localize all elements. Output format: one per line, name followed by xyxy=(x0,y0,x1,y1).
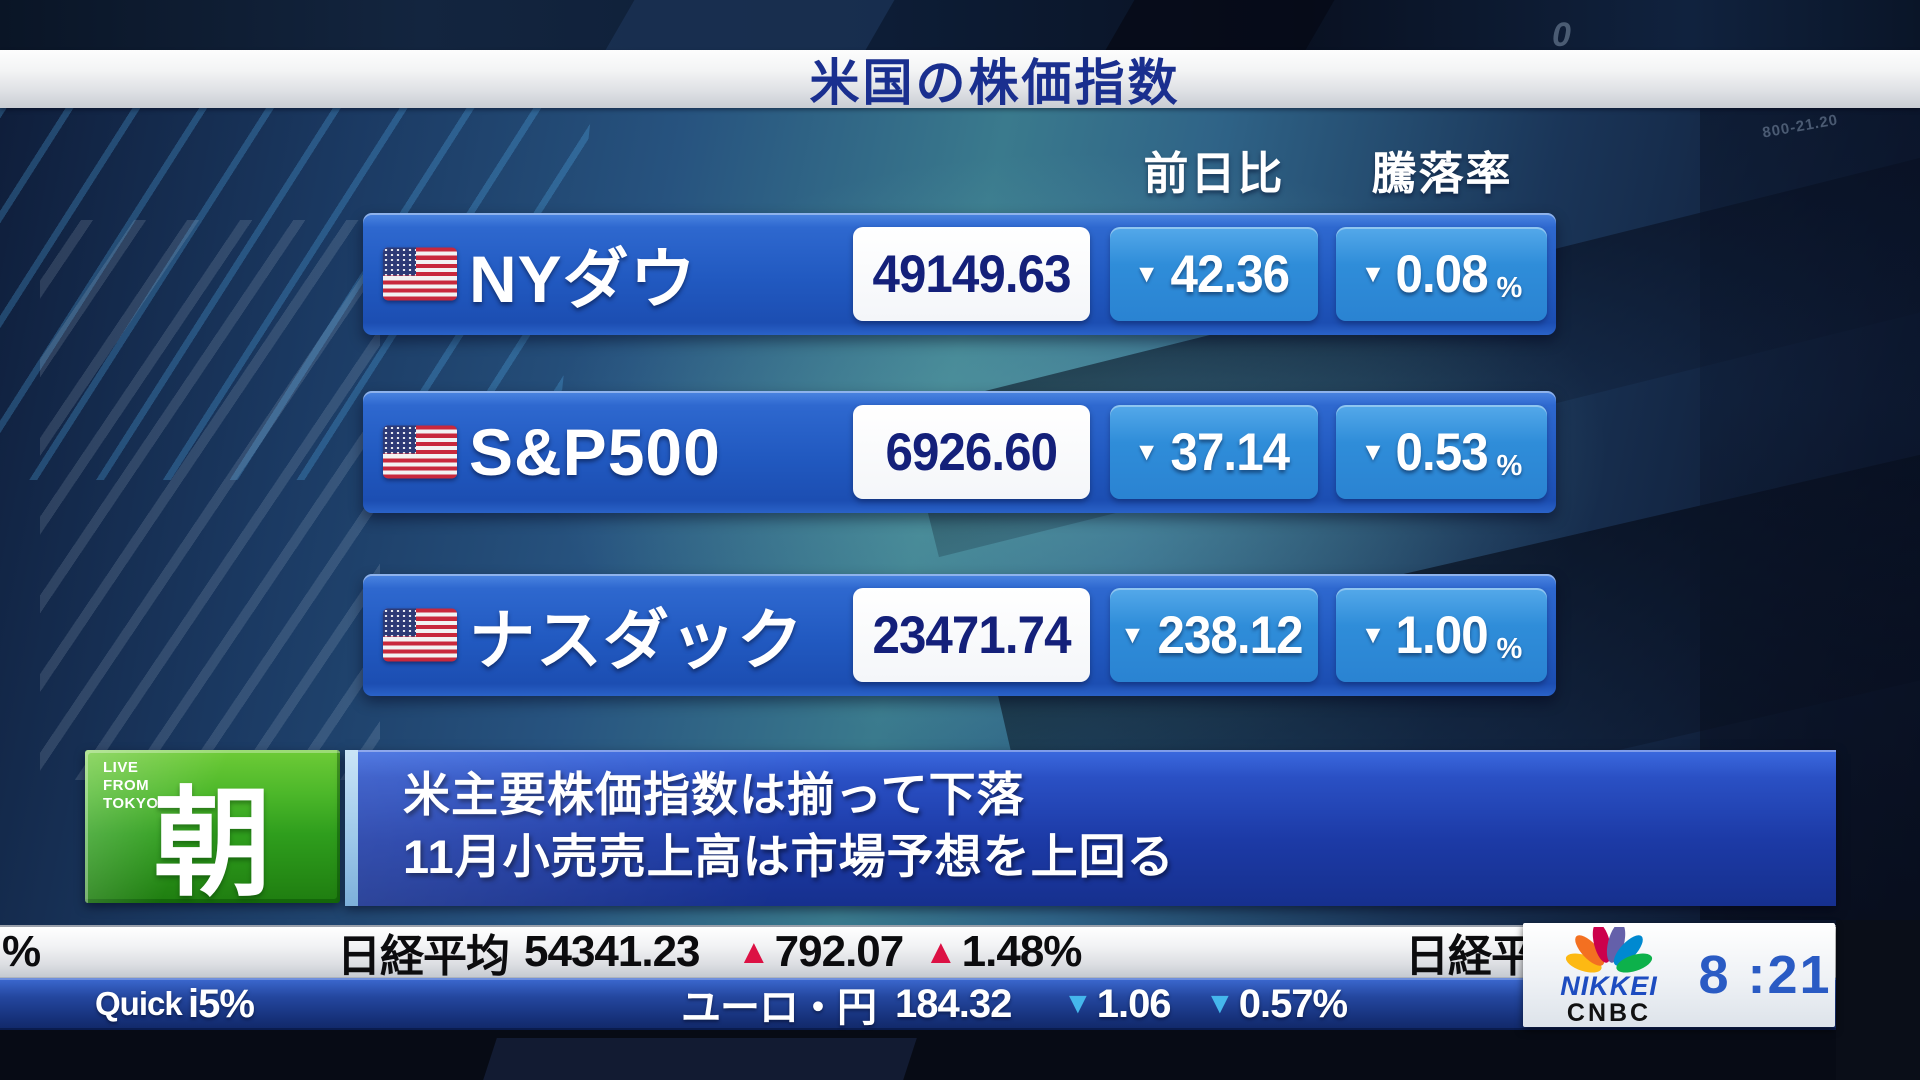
down-triangle-icon: ▼ xyxy=(1360,259,1386,288)
index-value: 6926.60 xyxy=(885,422,1059,482)
nikkei-wordmark: NIKKEI xyxy=(1560,970,1658,1001)
change-cell: ▼ 37.14 xyxy=(1110,405,1318,499)
channel-brand: NIKKEI CNBC xyxy=(1523,925,1695,1026)
top-background-strip xyxy=(0,0,1920,50)
ticker-fragment: i5% xyxy=(188,981,255,1026)
up-triangle-icon: ▲ xyxy=(924,932,958,971)
pct-value: 0.08 xyxy=(1395,244,1489,304)
headline-panel: 米主要株価指数は揃って下落 11月小売売上高は市場予想を上回る xyxy=(345,750,1836,906)
ticker-change: ▲ 792.07 xyxy=(737,927,905,977)
down-triangle-icon: ▼ xyxy=(1134,437,1160,466)
column-header-change: 前日比 xyxy=(1143,147,1285,199)
ticker-pair-pct: ▼ 0.57% xyxy=(1205,980,1348,1028)
tokyo-label: TOKYO xyxy=(103,795,159,812)
us-flag-icon xyxy=(383,608,457,662)
index-name: S&P500 xyxy=(469,415,721,489)
background-sheen xyxy=(39,219,381,781)
pct-value: 0.53 xyxy=(1395,422,1489,482)
ticker-fragment-next: 日経平 xyxy=(1405,932,1535,981)
from-label: FROM xyxy=(103,777,150,794)
us-flag-icon xyxy=(383,247,457,301)
pct-cell: ▼ 0.53 % xyxy=(1336,405,1547,499)
index-row-nasdaq: ナスダック 23471.74 ▼ 238.12 ▼ 1.00 % xyxy=(363,574,1556,696)
peacock-icon xyxy=(1565,926,1653,973)
ticker-change-value: 792.07 xyxy=(774,927,905,976)
index-row-ny-dow: NYダウ 49149.63 ▼ 42.36 ▼ 0.08 % xyxy=(363,213,1556,335)
pct-suffix: % xyxy=(1496,272,1523,304)
ticker-pair-change-value: 1.06 xyxy=(1096,981,1172,1026)
ticker-pct-value: 1.48% xyxy=(961,927,1083,976)
index-value-box: 6926.60 xyxy=(853,405,1090,499)
down-triangle-icon: ▼ xyxy=(1360,620,1386,649)
pct-cell: ▼ 1.00 % xyxy=(1336,588,1547,682)
ticker-index-name: 日経平均 xyxy=(337,932,510,981)
ticker-pct: ▲ 1.48% xyxy=(924,927,1083,977)
index-value: 23471.74 xyxy=(872,605,1071,665)
pct-cell: ▼ 0.08 % xyxy=(1336,227,1547,321)
ticker-pair-pct-value: 0.57% xyxy=(1238,981,1348,1026)
down-triangle-icon: ▼ xyxy=(1120,620,1145,649)
change-value: 238.12 xyxy=(1157,605,1303,665)
down-triangle-icon: ▼ xyxy=(1205,987,1235,1020)
pct-value: 1.00 xyxy=(1395,605,1489,665)
ticker-pair-name: ユーロ・円 xyxy=(681,986,877,1030)
pct-suffix: % xyxy=(1496,450,1523,482)
page-title: 米国の株価指数 xyxy=(809,55,1181,111)
live-from-tokyo-badge: LIVE FROM TOKYO 朝 xyxy=(85,750,340,910)
pct-suffix: % xyxy=(1496,633,1523,665)
down-triangle-icon: ▼ xyxy=(1063,987,1093,1020)
channel-logo-box: NIKKEI CNBC 8 :21 xyxy=(1523,923,1835,1027)
change-value: 42.36 xyxy=(1170,244,1291,304)
quick-logo: Quick xyxy=(95,985,183,1022)
down-triangle-icon: ▼ xyxy=(1360,437,1386,466)
ticker-index-value: 54341.23 xyxy=(524,927,701,976)
ticker-pair-change: ▼ 1.06 xyxy=(1063,980,1172,1028)
down-triangle-icon: ▼ xyxy=(1134,259,1160,288)
bottom-dark-area xyxy=(0,1030,1920,1080)
ticker-fragment: % xyxy=(2,927,41,976)
change-value: 37.14 xyxy=(1170,422,1291,482)
program-kanji: 朝 xyxy=(153,778,272,911)
clock: 8 :21 xyxy=(1698,945,1832,1005)
index-name: NYダウ xyxy=(469,242,697,316)
ticker-right-dark-area xyxy=(1836,920,1920,1080)
index-value-box: 23471.74 xyxy=(853,588,1090,682)
index-name: ナスダック xyxy=(469,603,804,677)
us-flag-icon xyxy=(383,425,457,479)
headline-line2: 11月小売売上高は市場予想を上回る xyxy=(403,830,1175,883)
index-value: 49149.63 xyxy=(872,244,1071,304)
index-row-sp500: S&P500 6926.60 ▼ 37.14 ▼ 0.53 % xyxy=(363,391,1556,513)
index-value-box: 49149.63 xyxy=(853,227,1090,321)
background-faint-digit: 0 xyxy=(1552,16,1571,54)
live-label: LIVE xyxy=(103,759,139,776)
cnbc-wordmark: CNBC xyxy=(1566,998,1652,1027)
up-triangle-icon: ▲ xyxy=(737,932,771,971)
title-bar: 米国の株価指数 xyxy=(0,50,1920,111)
change-cell: ▼ 238.12 xyxy=(1110,588,1318,682)
change-cell: ▼ 42.36 xyxy=(1110,227,1318,321)
column-header-pct: 騰落率 xyxy=(1371,147,1513,199)
live-from-tokyo-label: LIVE FROM TOKYO xyxy=(103,759,159,813)
ticker-pair-value: 184.32 xyxy=(895,981,1012,1026)
headline-line1: 米主要株価指数は揃って下落 xyxy=(403,768,1025,821)
